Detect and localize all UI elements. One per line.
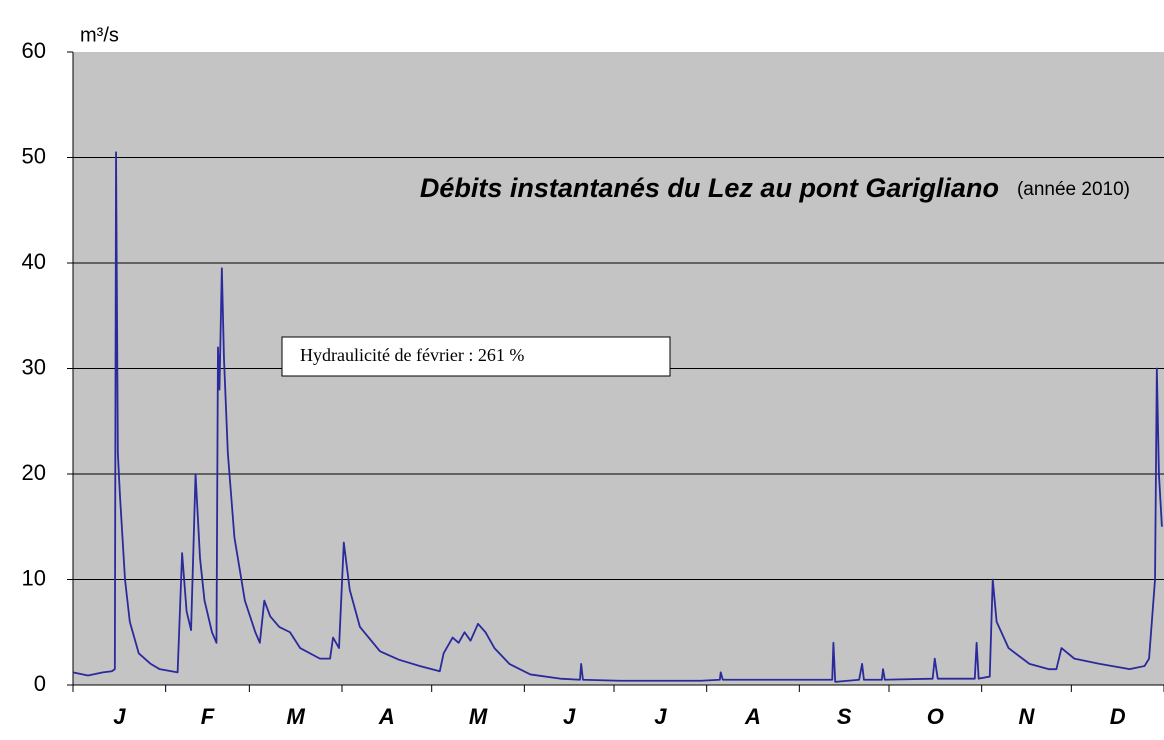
y-unit: m³/s (80, 24, 119, 46)
y-tick-label: 60 (22, 38, 46, 63)
annotation: Hydraulicité de février : 261 % (300, 345, 524, 365)
y-tick-label: 20 (22, 460, 46, 485)
y-tick-label: 10 (22, 565, 46, 590)
x-tick-label: J (563, 704, 576, 729)
x-tick-label: S (837, 704, 852, 729)
y-tick-label: 0 (34, 671, 46, 696)
x-tick-label: F (201, 704, 215, 729)
title: Débits instantanés du Lez au pont Garigl… (420, 173, 1130, 203)
x-tick-label: D (1110, 704, 1126, 729)
x-tick-label: J (113, 704, 126, 729)
x-tick-label: M (287, 704, 306, 729)
annotation-box (281, 336, 671, 377)
title-text: Débits instantanés du Lez au pont Garigl… (420, 173, 999, 203)
y-tick-label: 30 (22, 354, 46, 379)
x-tick-label: J (654, 704, 667, 729)
x-tick-label: O (927, 704, 944, 729)
x-tick-label: A (744, 704, 761, 729)
flow-line (72, 151, 1163, 683)
x-tick-label: A (378, 704, 395, 729)
subtitle: (année 2010) (1017, 179, 1130, 200)
y-tick-label: 40 (22, 249, 46, 274)
x-tick-label: N (1019, 704, 1036, 729)
x-tick-label: M (469, 704, 488, 729)
y-tick-label: 50 (22, 143, 46, 168)
